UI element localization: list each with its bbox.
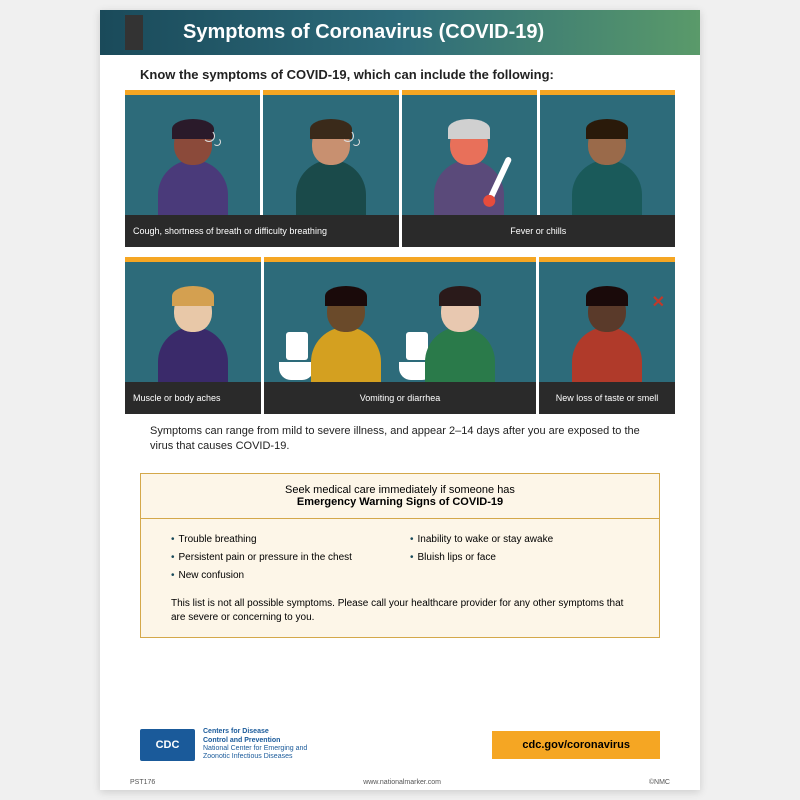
symptom-grid: Cough, shortness of breath or difficulty… [100, 90, 700, 414]
warning-header: Seek medical care immediately if someone… [141, 474, 659, 519]
cdc-l4: Zoonotic Infectious Diseases [203, 753, 307, 761]
cdc-l2: Control and Prevention [203, 737, 307, 745]
warning-line2: Emergency Warning Signs of COVID-19 [151, 496, 649, 508]
url-box: cdc.gov/coronavirus [492, 731, 660, 759]
cdc-block: CDC Centers for Disease Control and Prev… [140, 728, 307, 762]
label-cough: Cough, shortness of breath or difficulty… [125, 215, 399, 247]
header-accent [125, 15, 143, 50]
tile-cough-2 [263, 90, 398, 215]
label-aches: Muscle or body aches [125, 382, 261, 414]
tile-fever-2 [540, 90, 675, 215]
poster: Symptoms of Coronavirus (COVID-19) Know … [100, 10, 700, 790]
label-taste: New loss of taste or smell [539, 382, 675, 414]
cdc-l1: Centers for Disease [203, 728, 307, 736]
cdc-l3: National Center for Emerging and [203, 745, 307, 753]
cdc-text: Centers for Disease Control and Preventi… [203, 728, 307, 762]
tile-vomit: Vomiting or diarrhea [264, 257, 536, 414]
tiny-footer: PST176 www.nationalmarker.com ©NMC [100, 779, 700, 786]
row2-tiles: Muscle or body aches Vomiting or diarrhe… [125, 257, 675, 414]
warning-box: Seek medical care immediately if someone… [140, 473, 660, 638]
warning-col2: Inability to wake or stay awakeBluish li… [410, 531, 629, 585]
warning-footer: This list is not all possible symptoms. … [171, 597, 629, 625]
footer: CDC Centers for Disease Control and Prev… [100, 720, 700, 770]
header-title: Symptoms of Coronavirus (COVID-19) [183, 21, 544, 44]
warning-body: Trouble breathingPersistent pain or pres… [141, 519, 659, 637]
warning-line1: Seek medical care immediately if someone… [151, 484, 649, 496]
row1-tiles [125, 90, 675, 215]
site-url: www.nationalmarker.com [363, 779, 441, 786]
intro-text: Know the symptoms of COVID-19, which can… [100, 55, 700, 90]
row1-labels: Cough, shortness of breath or difficulty… [125, 215, 675, 247]
warning-col1: Trouble breathingPersistent pain or pres… [171, 531, 390, 585]
brand: ©NMC [649, 779, 670, 786]
warning-columns: Trouble breathingPersistent pain or pres… [171, 531, 629, 585]
header-bar: Symptoms of Coronavirus (COVID-19) [100, 10, 700, 55]
tile-taste: ✕ New loss of taste or smell [539, 257, 675, 414]
tile-aches: Muscle or body aches [125, 257, 261, 414]
tile-fever-1 [402, 90, 537, 215]
product-code: PST176 [130, 779, 155, 786]
tile-cough-1 [125, 90, 260, 215]
range-note: Symptoms can range from mild to severe i… [100, 414, 700, 465]
label-vomit: Vomiting or diarrhea [264, 382, 536, 414]
cdc-logo-icon: CDC [140, 729, 195, 761]
label-fever: Fever or chills [402, 215, 676, 247]
